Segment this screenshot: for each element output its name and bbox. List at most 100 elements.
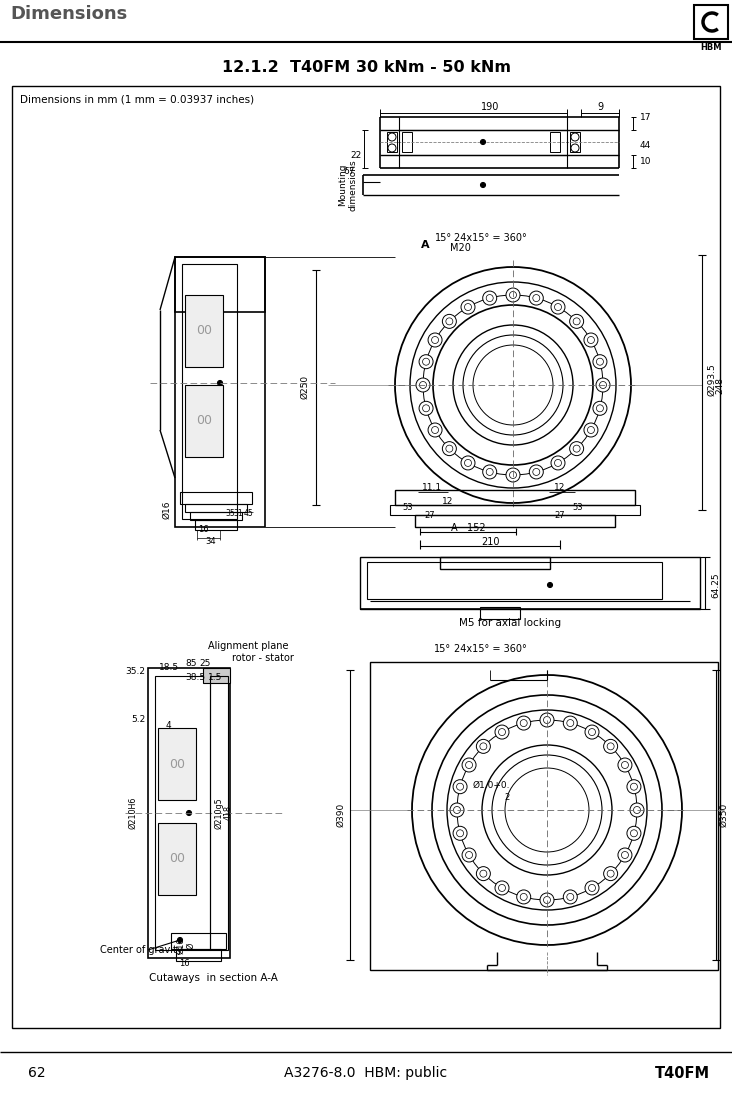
Text: Ø210g5: Ø210g5 (214, 798, 223, 829)
Bar (175, 257, 265, 312)
Circle shape (630, 803, 644, 817)
Circle shape (593, 354, 607, 369)
Text: Dimensions: Dimensions (10, 5, 127, 23)
Text: 24x15° = 360°: 24x15° = 360° (454, 644, 526, 654)
Text: 15°: 15° (435, 233, 452, 243)
Circle shape (419, 354, 433, 369)
Text: 31: 31 (234, 510, 243, 519)
Bar (387, 132, 397, 152)
Text: 1.5: 1.5 (208, 674, 223, 683)
Text: 16: 16 (179, 958, 190, 967)
Circle shape (604, 740, 618, 754)
Text: 2: 2 (504, 792, 509, 802)
Text: Ø390: Ø390 (337, 803, 346, 827)
Bar (395, 490, 635, 505)
Bar (180, 492, 252, 504)
Bar (480, 607, 520, 619)
Circle shape (551, 456, 565, 470)
Text: A   152: A 152 (451, 523, 485, 533)
Bar (402, 132, 412, 152)
Text: 16: 16 (198, 525, 209, 535)
Text: 44: 44 (640, 140, 651, 150)
Circle shape (529, 291, 543, 305)
Text: Alignment plane: Alignment plane (208, 641, 288, 651)
Bar (155, 676, 210, 950)
Text: T40FM: T40FM (655, 1066, 710, 1081)
Circle shape (453, 826, 467, 840)
Text: 248: 248 (715, 376, 725, 394)
Text: 12: 12 (554, 484, 566, 492)
Circle shape (604, 866, 618, 881)
Text: 15°: 15° (434, 644, 452, 654)
Circle shape (477, 866, 490, 881)
Bar (171, 933, 226, 948)
Circle shape (506, 468, 520, 482)
Circle shape (461, 456, 475, 470)
Text: 27: 27 (555, 512, 565, 521)
Circle shape (480, 140, 485, 144)
Circle shape (569, 442, 583, 455)
Text: A: A (422, 240, 430, 251)
Circle shape (584, 423, 598, 437)
Circle shape (548, 582, 553, 587)
Circle shape (462, 848, 476, 862)
Circle shape (540, 893, 554, 907)
Circle shape (462, 758, 476, 772)
Text: 53: 53 (572, 503, 583, 512)
Circle shape (177, 938, 182, 943)
Circle shape (482, 465, 497, 479)
Text: 35: 35 (225, 510, 235, 519)
Circle shape (480, 183, 485, 187)
Circle shape (627, 826, 641, 840)
Text: 17: 17 (640, 114, 651, 123)
Bar (360, 557, 700, 609)
Circle shape (477, 740, 490, 754)
Circle shape (627, 780, 641, 794)
Circle shape (495, 725, 509, 740)
Circle shape (461, 300, 475, 314)
Text: rotor - stator: rotor - stator (232, 653, 294, 663)
Bar (203, 668, 230, 683)
Bar (694, 5, 728, 39)
Circle shape (517, 889, 531, 904)
Text: 85: 85 (185, 659, 197, 667)
Circle shape (551, 300, 565, 314)
Circle shape (506, 288, 520, 302)
Text: 10: 10 (640, 158, 651, 166)
Circle shape (495, 881, 509, 895)
Text: M20: M20 (450, 243, 471, 253)
Text: Ø16: Ø16 (176, 938, 185, 954)
Bar (415, 515, 615, 527)
Circle shape (428, 423, 442, 437)
Text: 00: 00 (196, 415, 212, 428)
Circle shape (584, 333, 598, 347)
Circle shape (540, 713, 554, 728)
Text: 190: 190 (481, 102, 499, 112)
Text: 9: 9 (597, 102, 603, 112)
Circle shape (187, 811, 192, 815)
Bar (175, 257, 265, 527)
Text: 45: 45 (243, 510, 253, 519)
Circle shape (529, 465, 543, 479)
Bar (158, 728, 196, 800)
Text: 35.2: 35.2 (125, 667, 145, 676)
Text: 4: 4 (165, 722, 171, 731)
Bar (190, 512, 242, 520)
Text: 62: 62 (28, 1066, 45, 1080)
Text: Cutaways  in section A-A: Cutaways in section A-A (149, 973, 277, 984)
Circle shape (517, 717, 531, 730)
Circle shape (453, 780, 467, 794)
Text: 210: 210 (481, 537, 499, 547)
Bar (185, 295, 223, 366)
Circle shape (482, 291, 497, 305)
Circle shape (416, 379, 430, 392)
Text: Mounting
dimensions: Mounting dimensions (338, 160, 358, 211)
Bar (12, 86, 720, 1028)
Text: Ø: Ø (187, 943, 195, 950)
Circle shape (585, 725, 599, 740)
Circle shape (618, 848, 632, 862)
Text: 00: 00 (169, 852, 185, 865)
Circle shape (585, 881, 599, 895)
Text: Ø16: Ø16 (163, 501, 171, 520)
Text: 67: 67 (343, 167, 355, 176)
